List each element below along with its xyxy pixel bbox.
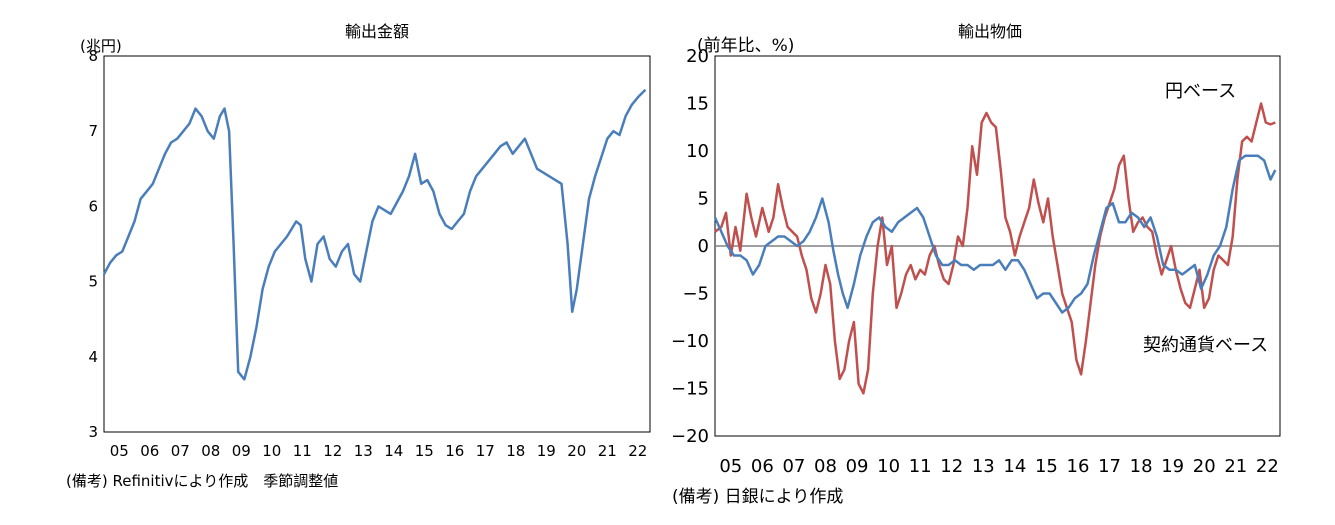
right-ytick-label: 10 <box>686 141 709 162</box>
left-ytick-label: 5 <box>88 273 98 291</box>
right-ytick-label: −20 <box>671 426 709 447</box>
right-xtick-label: 11 <box>909 456 932 477</box>
left-xtick-label: 22 <box>628 442 647 460</box>
left-xtick-label: 19 <box>537 442 556 460</box>
left-ytick-label: 4 <box>88 348 98 366</box>
right-chart-title: 輸出物価 <box>958 22 1022 41</box>
left-ytick-label: 6 <box>88 197 98 215</box>
right-xtick-label: 05 <box>719 456 742 477</box>
left-plot-frame <box>103 55 651 433</box>
left-ytick-label: 3 <box>88 423 98 441</box>
legend-contract-currency-base: 契約通貨ベース <box>1143 335 1268 356</box>
left-xtick-label: 09 <box>232 442 251 460</box>
left-xtick-label: 10 <box>262 442 281 460</box>
left-xtick-label: 20 <box>567 442 586 460</box>
right-ytick-label: 15 <box>686 94 709 115</box>
right-ytick-label: 0 <box>698 236 709 257</box>
right-xtick-label: 12 <box>940 456 963 477</box>
left-chart-note: (備考) Refinitivにより作成 季節調整値 <box>66 472 338 490</box>
right-ytick-label: −5 <box>682 284 709 305</box>
left-xtick-label: 11 <box>293 442 312 460</box>
right-xtick-label: 08 <box>814 456 837 477</box>
right-xtick-label: 19 <box>1161 456 1184 477</box>
left-xtick-label: 14 <box>384 442 403 460</box>
right-xtick-label: 14 <box>1003 456 1026 477</box>
left-xtick-label: 21 <box>598 442 617 460</box>
legend-yen-base: 円ベース <box>1165 81 1236 102</box>
right-series-yen-line <box>714 102 1276 395</box>
right-ytick-label: 5 <box>698 189 709 210</box>
right-xtick-label: 13 <box>972 456 995 477</box>
right-xtick-label: 07 <box>782 456 805 477</box>
right-xtick-label: 21 <box>1224 456 1247 477</box>
right-series-contract-line <box>713 154 1277 314</box>
right-xtick-label: 15 <box>1035 456 1058 477</box>
left-ytick-label: 8 <box>88 47 98 65</box>
right-ytick-label: −10 <box>671 331 709 352</box>
left-xtick-label: 13 <box>354 442 373 460</box>
left-xtick-label: 17 <box>476 442 495 460</box>
left-series-line <box>102 88 647 381</box>
left-chart-ylabel: (兆円) <box>80 37 122 55</box>
right-xtick-label: 17 <box>1098 456 1121 477</box>
left-xtick-label: 05 <box>110 442 129 460</box>
right-ytick-label: −15 <box>671 379 709 400</box>
left-ytick-label: 7 <box>88 122 98 140</box>
right-xtick-label: 10 <box>877 456 900 477</box>
left-xtick-label: 15 <box>415 442 434 460</box>
right-chart-note: (備考) 日銀により作成 <box>672 487 843 507</box>
right-xtick-label: 18 <box>1130 456 1153 477</box>
left-xtick-label: 12 <box>323 442 342 460</box>
right-xtick-label: 06 <box>751 456 774 477</box>
right-ytick-label: 20 <box>686 46 709 67</box>
left-xtick-label: 08 <box>201 442 220 460</box>
left-xtick-label: 06 <box>140 442 159 460</box>
left-xtick-label: 18 <box>506 442 525 460</box>
left-xtick-label: 16 <box>445 442 464 460</box>
left-chart-title: 輸出金額 <box>345 22 409 41</box>
right-xtick-label: 20 <box>1193 456 1216 477</box>
right-xtick-label: 09 <box>846 456 869 477</box>
left-chart: 輸出金額 (兆円) 3 4 5 6 7 8 05 06 07 08 09 10 11 12 13 14 15 1… <box>66 22 651 490</box>
right-xtick-label: 22 <box>1256 456 1279 477</box>
right-xtick-label: 16 <box>1067 456 1090 477</box>
left-xtick-label: 07 <box>171 442 190 460</box>
right-chart-ylabel: (前年比、%) <box>697 36 794 56</box>
